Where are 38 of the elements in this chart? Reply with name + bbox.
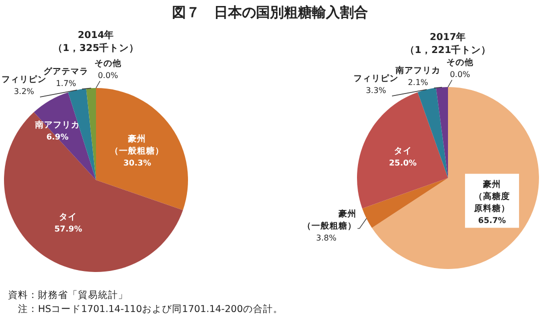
- category-label: その他: [446, 58, 474, 68]
- slice-label: 豪州（一般粗糖）: [302, 208, 356, 232]
- pie-slice: [418, 88, 448, 178]
- data-label: 25.0%: [388, 158, 417, 168]
- pie-slice: [436, 87, 448, 178]
- slice-label: フィリピン: [2, 74, 46, 85]
- data-label: 6.9%: [46, 132, 69, 142]
- pie-slice: [34, 92, 96, 180]
- text: 0.0%: [450, 70, 470, 79]
- data-label: 3.3%: [366, 86, 387, 95]
- data-label: 65.7%: [478, 216, 506, 225]
- slice-label: 豪州（高糖度原料糖）: [473, 178, 510, 214]
- chart-title: 2017年（1，221千トン）: [404, 31, 492, 56]
- slice-label: グアテマラ: [44, 66, 88, 77]
- chart-title: 2014年（1，325千トン）: [52, 29, 140, 54]
- data-label: 30.3%: [123, 158, 152, 168]
- slice-label: タイ: [59, 211, 78, 222]
- data-label: 3.2%: [14, 87, 35, 96]
- slice-label: 南アフリカ: [34, 120, 80, 131]
- pie-slice: [4, 112, 183, 272]
- text: 資料：財務省「貿易統計」: [8, 289, 128, 301]
- slice-label: フィリピン: [354, 73, 398, 84]
- category-label: その他: [94, 59, 122, 69]
- pie-slice: [86, 88, 96, 180]
- pie-slice: [357, 92, 448, 208]
- slice-label: タイ: [394, 145, 412, 156]
- data-label: 1.7%: [56, 79, 77, 88]
- pie-slice: [68, 88, 96, 180]
- pie-slice: [96, 88, 188, 210]
- slice-label: 南アフリカ: [394, 65, 440, 76]
- text: 注：HSコード1701.14-110および同1701.14-200の合計。: [8, 303, 283, 315]
- text: 0.0%: [98, 71, 118, 80]
- data-label: 2.1%: [408, 78, 429, 87]
- data-label: 57.9%: [54, 224, 82, 234]
- pie-slice: [362, 178, 448, 228]
- slice-label: 豪州（一般粗糖）: [110, 134, 164, 157]
- data-label: 3.8%: [316, 233, 337, 242]
- title: 図７ 日本の国別粗糖輸入割合: [172, 5, 368, 21]
